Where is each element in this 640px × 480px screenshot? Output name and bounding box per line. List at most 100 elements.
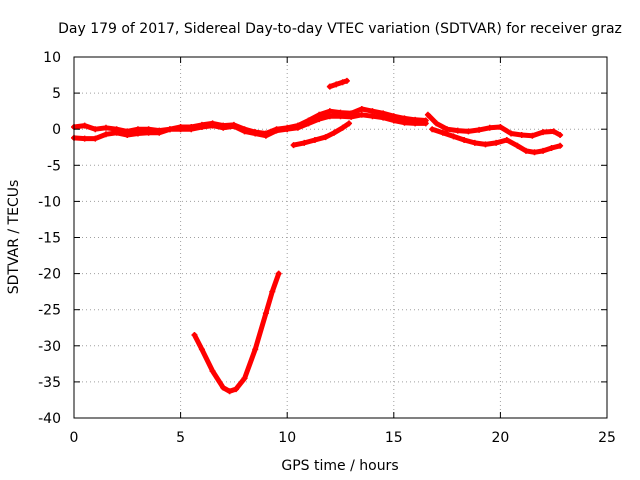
data-point (102, 131, 109, 138)
data-point (422, 120, 429, 127)
data-point (439, 129, 446, 136)
data-point (508, 130, 515, 137)
data-point (156, 129, 163, 136)
data-point (226, 388, 233, 395)
data-point (540, 129, 547, 136)
y-tick-label: 5 (52, 86, 61, 102)
data-point (557, 142, 564, 149)
data-point (252, 346, 259, 353)
data-point (401, 119, 408, 126)
data-point (209, 122, 216, 129)
data-point (113, 129, 120, 136)
x-tick-label: 10 (278, 430, 296, 446)
data-point (177, 126, 184, 133)
chart-title: Day 179 of 2017, Sidereal Day-to-day VTE… (58, 21, 622, 37)
data-point (322, 134, 329, 141)
data-point (471, 139, 478, 146)
data-point (198, 346, 205, 353)
data-point (333, 81, 340, 88)
data-point (92, 126, 99, 133)
data-point (337, 113, 344, 120)
y-axis-label: SDTVAR / TECUs (6, 180, 22, 295)
data-point (465, 128, 472, 135)
data-point (348, 113, 355, 120)
data-point (390, 117, 397, 124)
data-point (358, 105, 365, 112)
y-tick-label: -25 (38, 303, 61, 319)
data-point (252, 130, 259, 137)
data-point (503, 137, 510, 144)
data-point (497, 124, 504, 131)
data-point (92, 135, 99, 142)
data-point (124, 131, 131, 138)
data-point (316, 116, 323, 123)
data-point (262, 310, 269, 317)
x-tick-label: 25 (598, 430, 616, 446)
data-point (145, 129, 152, 136)
data-point (522, 147, 529, 154)
data-point (188, 126, 195, 133)
x-axis-label: GPS time / hours (281, 458, 398, 474)
data-point (102, 124, 109, 131)
series-dip_curve (191, 270, 282, 395)
data-point (326, 83, 333, 90)
data-point (550, 128, 557, 135)
data-point (531, 149, 538, 156)
x-tick-label: 15 (385, 430, 403, 446)
data-point (339, 79, 346, 86)
data-point (369, 108, 376, 115)
series-rising_segment (290, 120, 353, 149)
data-point (518, 131, 525, 138)
x-tick-label: 5 (176, 430, 185, 446)
y-tick-label: -5 (47, 158, 61, 174)
axis-ticks (73, 56, 608, 419)
y-tick-label: -40 (38, 411, 61, 427)
data-point (331, 129, 338, 136)
data-point (134, 130, 141, 137)
data-point (275, 270, 282, 277)
series-spike_cluster (326, 77, 350, 90)
data-point (301, 139, 308, 146)
data-point (369, 113, 376, 120)
data-point (305, 120, 312, 127)
data-point (540, 147, 547, 154)
data-point (241, 375, 248, 382)
data-point (450, 133, 457, 140)
tick-labels: 0 5 10 15 20 25 -40 -35 -30 -25 -20 -15 -10 -5 0 5 10 (38, 50, 616, 446)
data-point (81, 122, 88, 129)
data-point (486, 124, 493, 131)
data-point (380, 114, 387, 121)
data-point (433, 120, 440, 127)
data-point (529, 132, 536, 139)
x-tick-label: 0 (70, 430, 79, 446)
series-late_upper (424, 111, 564, 139)
x-tick-label: 20 (491, 430, 509, 446)
data-point (493, 139, 500, 146)
y-tick-label: -30 (38, 339, 61, 355)
y-tick-label: -15 (38, 231, 61, 247)
data-point (358, 111, 365, 118)
data-point (220, 124, 227, 131)
data-point (482, 141, 489, 148)
data-point (262, 132, 269, 139)
data-point (412, 120, 419, 127)
data-point (166, 126, 173, 133)
data-point (81, 135, 88, 142)
series-late_lower (429, 126, 564, 156)
data-point (209, 368, 216, 375)
data-point (233, 386, 240, 393)
y-tick-label: 0 (52, 122, 61, 138)
y-tick-label: -20 (38, 267, 61, 283)
data-point (290, 142, 297, 149)
data-point (241, 128, 248, 135)
data-point (548, 144, 555, 151)
data-series (71, 77, 564, 395)
data-point (326, 108, 333, 115)
data-point (424, 111, 431, 118)
data-point (343, 77, 350, 84)
data-point (294, 124, 301, 131)
data-point (346, 120, 353, 127)
series-line (192, 271, 282, 394)
data-point (444, 126, 451, 133)
